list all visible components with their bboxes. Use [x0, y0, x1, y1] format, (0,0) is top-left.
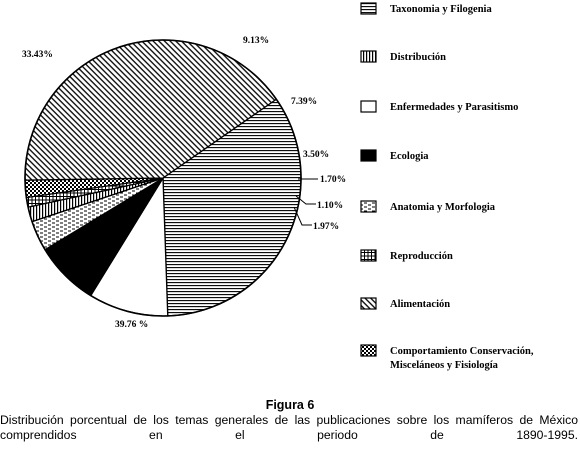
leader-line [295, 195, 316, 205]
figure: 33.43% 9.13% 7.39% 3.50% 1.70% 1.10% 1.97% 39.7… [0, 2, 578, 442]
legend-item-anatomia-y-morfologia: Anatomia y Morfologia [360, 200, 496, 213]
legend: Taxonomia y Filogenia Distribución Enferme… [360, 2, 534, 371]
legend-label: Misceláneos y Fisiología [390, 360, 499, 371]
legend-swatch [360, 2, 377, 15]
pie-outline [24, 39, 302, 317]
legend-swatch [360, 100, 377, 113]
leader-line [293, 206, 312, 226]
figure-caption: Distribución porcentual de los temas gen… [0, 413, 578, 442]
legend-swatch [360, 344, 377, 357]
legend-swatch [360, 297, 377, 310]
slice-labels: 33.43% 9.13% 7.39% 3.50% 1.70% 1.10% 1.97% 39.7… [22, 36, 346, 330]
slice-value-label: 7.39% [291, 97, 317, 107]
figure-title: Figura 6 [265, 398, 315, 412]
legend-swatch [360, 249, 377, 262]
slice-value-label: 3.50% [303, 150, 329, 160]
pie-chart: 33.43% 9.13% 7.39% 3.50% 1.70% 1.10% 1.97% 39.7… [22, 2, 534, 371]
legend-item-taxonomia-y-filogenia: Taxonomia y Filogenia [360, 2, 492, 15]
slice-value-label: 33.43% [22, 50, 53, 60]
legend-label: Taxonomia y Filogenia [390, 4, 492, 15]
pie-slices [24, 39, 302, 317]
legend-item-distribucion: Distribución [360, 50, 446, 63]
slice-value-label: 9.13% [243, 36, 269, 46]
slice-value-label: 1.97% [313, 222, 339, 232]
legend-label: Anatomia y Morfologia [390, 202, 496, 213]
slice-value-label: 39.76 % [115, 320, 148, 330]
leader-lines [293, 178, 318, 226]
legend-item-comportamiento-conservacion: Comportamiento Conservación, Misceláneos … [360, 344, 534, 371]
slice-value-label: 1.10% [317, 201, 343, 211]
legend-label: Comportamiento Conservación, [390, 346, 534, 357]
legend-swatch [360, 50, 377, 63]
legend-item-enfermedades-y-parasitismo: Enfermedades y Parasitismo [360, 100, 518, 113]
legend-label: Ecologia [390, 151, 429, 162]
legend-label: Reproducción [390, 251, 453, 262]
slice-value-label: 1.70% [320, 175, 346, 185]
legend-swatch [360, 200, 377, 213]
legend-label: Distribución [390, 52, 446, 63]
legend-item-reproduccion: Reproducción [360, 249, 453, 262]
legend-item-alimentacion: Alimentación [360, 297, 450, 310]
legend-swatch [360, 149, 377, 162]
legend-label: Alimentación [390, 299, 450, 310]
legend-label: Enfermedades y Parasitismo [390, 102, 518, 113]
legend-item-ecologia: Ecologia [360, 149, 429, 162]
